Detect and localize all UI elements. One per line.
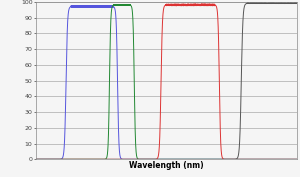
X-axis label: Wavelength (nm): Wavelength (nm): [129, 161, 204, 170]
